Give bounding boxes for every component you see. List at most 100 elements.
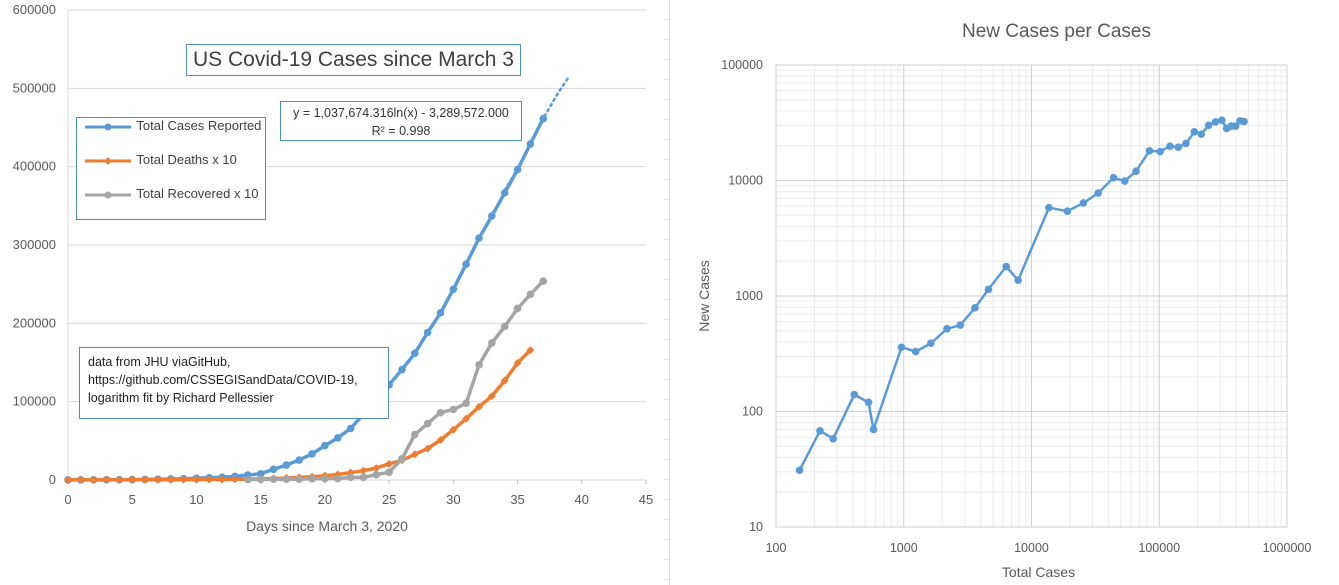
data-point-marker [205, 475, 214, 484]
x-tick-label: 10000 [1014, 541, 1049, 555]
data-point-marker [192, 475, 201, 484]
legend: Total Cases Reported Total Deaths x 10 T… [76, 117, 266, 220]
data-point-marker [410, 450, 419, 459]
data-point-marker [1204, 121, 1213, 130]
data-point-marker [795, 466, 804, 475]
data-point-marker [269, 465, 278, 474]
data-point-marker [487, 392, 496, 401]
y-tick-label: 500000 [13, 80, 56, 95]
data-point-marker [449, 285, 458, 294]
left-chart-title: US Covid-19 Cases since March 3 [186, 44, 521, 76]
legend-label-recovered: Total Recovered x 10 [136, 186, 259, 201]
data-point-marker [1109, 173, 1118, 182]
data-point-marker [128, 475, 137, 484]
data-point-marker [230, 475, 239, 484]
data-point-marker [1240, 117, 1248, 126]
data-point-marker [385, 468, 393, 477]
data-point-marker [256, 470, 265, 478]
left-chart-plot: 0 100000 200000 300000 400000 500000 600000 0 5 1… [13, 2, 654, 534]
x-tick-label: 35 [510, 492, 524, 507]
data-point-marker [513, 358, 522, 367]
note-line-3: logarithm fit by Richard Pellessier [88, 391, 274, 405]
data-point-marker [1166, 142, 1174, 150]
data-point-marker [308, 450, 316, 458]
data-point-marker [449, 405, 458, 414]
right-chart-panel[interactable]: New Cases per Cases 100 1000 10000 100000 100… [669, 0, 1339, 585]
data-point-marker [1211, 118, 1220, 126]
data-point-marker [462, 399, 470, 408]
data-point-marker [971, 304, 979, 312]
data-point-marker [269, 475, 278, 483]
x-tick-label: 10 [189, 492, 203, 507]
trendline-equation: y = 1,037,674.316ln(x) - 3,289,572.000 [293, 106, 509, 120]
data-point-marker [500, 188, 509, 197]
legend-label-deaths: Total Deaths x 10 [136, 152, 237, 167]
data-point-marker [829, 435, 837, 443]
data-point-marker [1132, 167, 1140, 175]
legend-cases-marker [85, 123, 131, 131]
legend-deaths-marker [85, 156, 131, 165]
y-tick-label: 200000 [13, 315, 56, 330]
left-chart-panel[interactable]: 0 100000 200000 300000 400000 500000 600000 0 5 1… [0, 0, 664, 585]
data-point-marker [911, 347, 920, 356]
data-point-marker [321, 474, 329, 483]
x-tick-label: 100000 [1138, 541, 1180, 555]
x-tick-label: 25 [382, 492, 396, 507]
data-point-marker [943, 325, 951, 333]
data-point-marker [526, 290, 535, 299]
x-tick-label: 1000 [890, 541, 918, 555]
y-tick-label: 1000 [735, 289, 763, 303]
data-point-marker [372, 464, 381, 473]
data-point-marker [1182, 139, 1190, 148]
data-point-marker [1014, 276, 1022, 285]
data-point-marker [218, 475, 227, 484]
data-point-marker [411, 430, 419, 439]
data-point-marker [436, 408, 445, 417]
note-line-2: https://github.com/CSSEGISandData/COVID-… [88, 373, 358, 387]
data-point-marker [1156, 147, 1164, 156]
data-point-marker [1094, 189, 1103, 197]
x-tick-label: 45 [639, 492, 653, 507]
data-point-marker [488, 339, 496, 347]
x-tick-label: 20 [318, 492, 332, 507]
data-point-marker [500, 376, 509, 385]
y-tick-label: 10000 [728, 174, 763, 188]
trendline-dotted [503, 75, 571, 192]
y-tick-label: 100000 [13, 394, 56, 409]
data-point-marker [1045, 203, 1053, 212]
data-point-marker [449, 425, 458, 434]
data-point-marker [346, 424, 355, 433]
y-tick-label: 600000 [13, 2, 56, 17]
data-point-marker [462, 414, 471, 423]
data-point-marker [475, 234, 483, 242]
right-chart-plot: New Cases per Cases 100 1000 10000 100000 100… [696, 21, 1311, 580]
y-tick-label: 10 [749, 520, 763, 534]
data-point-marker [359, 473, 368, 482]
data-point-marker [956, 321, 965, 329]
series-line-new-cases [798, 118, 1245, 471]
data-point-marker [513, 304, 522, 313]
legend-recovered-marker [85, 191, 131, 199]
legend-item-deaths: Total Deaths x 10 [83, 152, 237, 168]
data-point-marker [346, 473, 355, 482]
y-tick-label: 300000 [13, 237, 56, 252]
data-point-marker [64, 475, 72, 484]
x-tick-label: 40 [575, 492, 589, 507]
legend-label-cases: Total Cases Reported [136, 118, 262, 133]
legend-item-cases: Total Cases Reported [83, 118, 261, 134]
data-point-marker [1190, 128, 1199, 136]
data-point-marker [500, 322, 509, 331]
data-point-marker [488, 212, 496, 220]
data-source-note: data from JHU viaGitHub, https://github.… [79, 347, 389, 419]
data-point-marker [398, 455, 406, 463]
data-point-marker [869, 425, 878, 434]
x-tick-label: 0 [64, 492, 71, 507]
data-point-marker [76, 475, 85, 484]
data-point-marker [372, 470, 381, 479]
data-point-marker [475, 361, 483, 369]
data-point-marker [1120, 177, 1129, 185]
data-point-marker [1197, 130, 1206, 138]
data-point-marker [282, 475, 291, 483]
data-point-marker [141, 475, 150, 484]
data-point-marker [436, 435, 445, 444]
